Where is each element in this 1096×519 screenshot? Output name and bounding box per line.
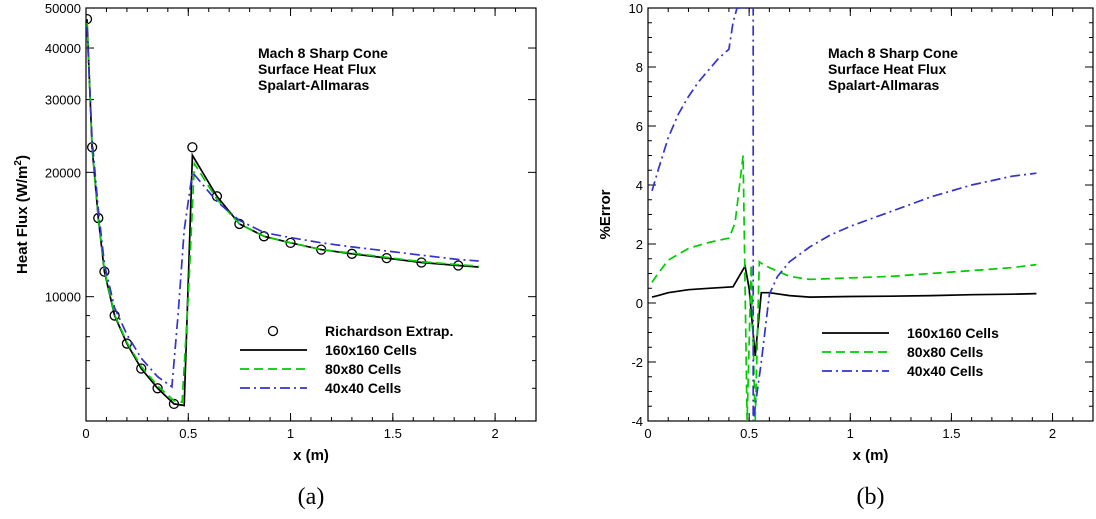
plot-area [86,13,479,410]
legend-label-40x40-cells: 40x40 Cells [325,380,401,396]
legend-label-richardson-extrap: Richardson Extrap. [325,323,453,339]
legend-label-80x80-cells: 80x80 Cells [325,361,401,377]
x-tick-label: 0.5 [740,426,758,441]
plot-area [651,8,1037,421]
annotation-line: Mach 8 Sharp Cone [258,45,388,61]
y-tick-label: 2 [636,237,643,252]
annotation-line: Surface Heat Flux [258,61,376,77]
annotation-line: Surface Heat Flux [828,61,946,77]
y-tick-label: 4 [636,178,643,193]
panel-label: (a) [298,484,325,510]
y-tick-label: -2 [631,355,643,370]
x-tick-label: 1 [287,426,294,441]
y-tick-label: 6 [636,119,643,134]
data-point-richardson-extrap [152,383,163,394]
data-point-richardson-extrap [187,142,198,153]
annotation-line: Spalart-Allmaras [828,77,939,93]
y-axis-title-close: ) [14,155,31,160]
x-axis-title: x (m) [293,447,329,464]
x-tick-label: 1.5 [942,426,960,441]
x-tick-label: 1 [847,426,854,441]
x-tick-label: 2 [491,426,498,441]
legend-label-80x80-cells: 80x80 Cells [907,344,983,360]
y-axis-title-superscript: 2 [13,160,24,166]
y-tick-label: 30000 [45,93,81,108]
chart-panel-b: 0 0.5 1 1.5 2 -4 -2 0 2 4 6 8 10 x (m) %Error Mach 8 Sh… [597,1,1094,510]
x-tick-label: 0 [82,426,89,441]
series-line-160x160-cells [651,263,1037,357]
data-point-richardson-extrap [285,237,296,248]
panel-label: (b) [857,484,885,510]
y-axis-title-text: Heat Flux (W/m [14,166,31,274]
y-axis-title: Heat Flux (W/m2) [13,155,31,274]
series-line-80x80-cells [86,22,479,404]
y-tick-label: 20000 [45,165,81,180]
x-axis-title: x (m) [853,447,889,464]
annotation-line: Mach 8 Sharp Cone [828,45,958,61]
x-tick-label: 1.5 [384,426,402,441]
x-tick-label: 0 [644,426,651,441]
y-axis-title: %Error [597,189,614,239]
series-line-40x40-cells [651,8,1037,421]
x-tick-label: 0.5 [179,426,197,441]
chart-panel-a: 0 0.5 1 1.5 2 10000 20000 30000 40000 50000 x (m) H… [13,1,537,510]
y-tick-label: 40000 [45,41,81,56]
legend-label-40x40-cells: 40x40 Cells [907,363,983,379]
y-tick-label: 0 [636,296,643,311]
y-tick-label: -4 [631,414,643,429]
y-axis-title-text: %Error [597,189,614,239]
annotation-line: Spalart-Allmaras [258,77,369,93]
data-point-richardson-extrap [136,363,147,374]
y-tick-label: 50000 [45,1,81,16]
y-tick-label: 10000 [45,290,81,305]
y-tick-label: 10 [629,1,643,16]
legend-marker-richardson-extrap [267,325,279,337]
legend-label-160x160-cells: 160x160 Cells [907,325,999,341]
data-point-richardson-extrap [258,231,270,242]
series-line-40x40-cells [86,26,479,389]
x-tick-label: 2 [1049,426,1056,441]
legend-label-160x160-cells: 160x160 Cells [325,342,417,358]
y-tick-label: 8 [636,60,643,75]
series-line-80x80-cells [651,155,1037,421]
data-point-richardson-extrap [109,310,120,321]
